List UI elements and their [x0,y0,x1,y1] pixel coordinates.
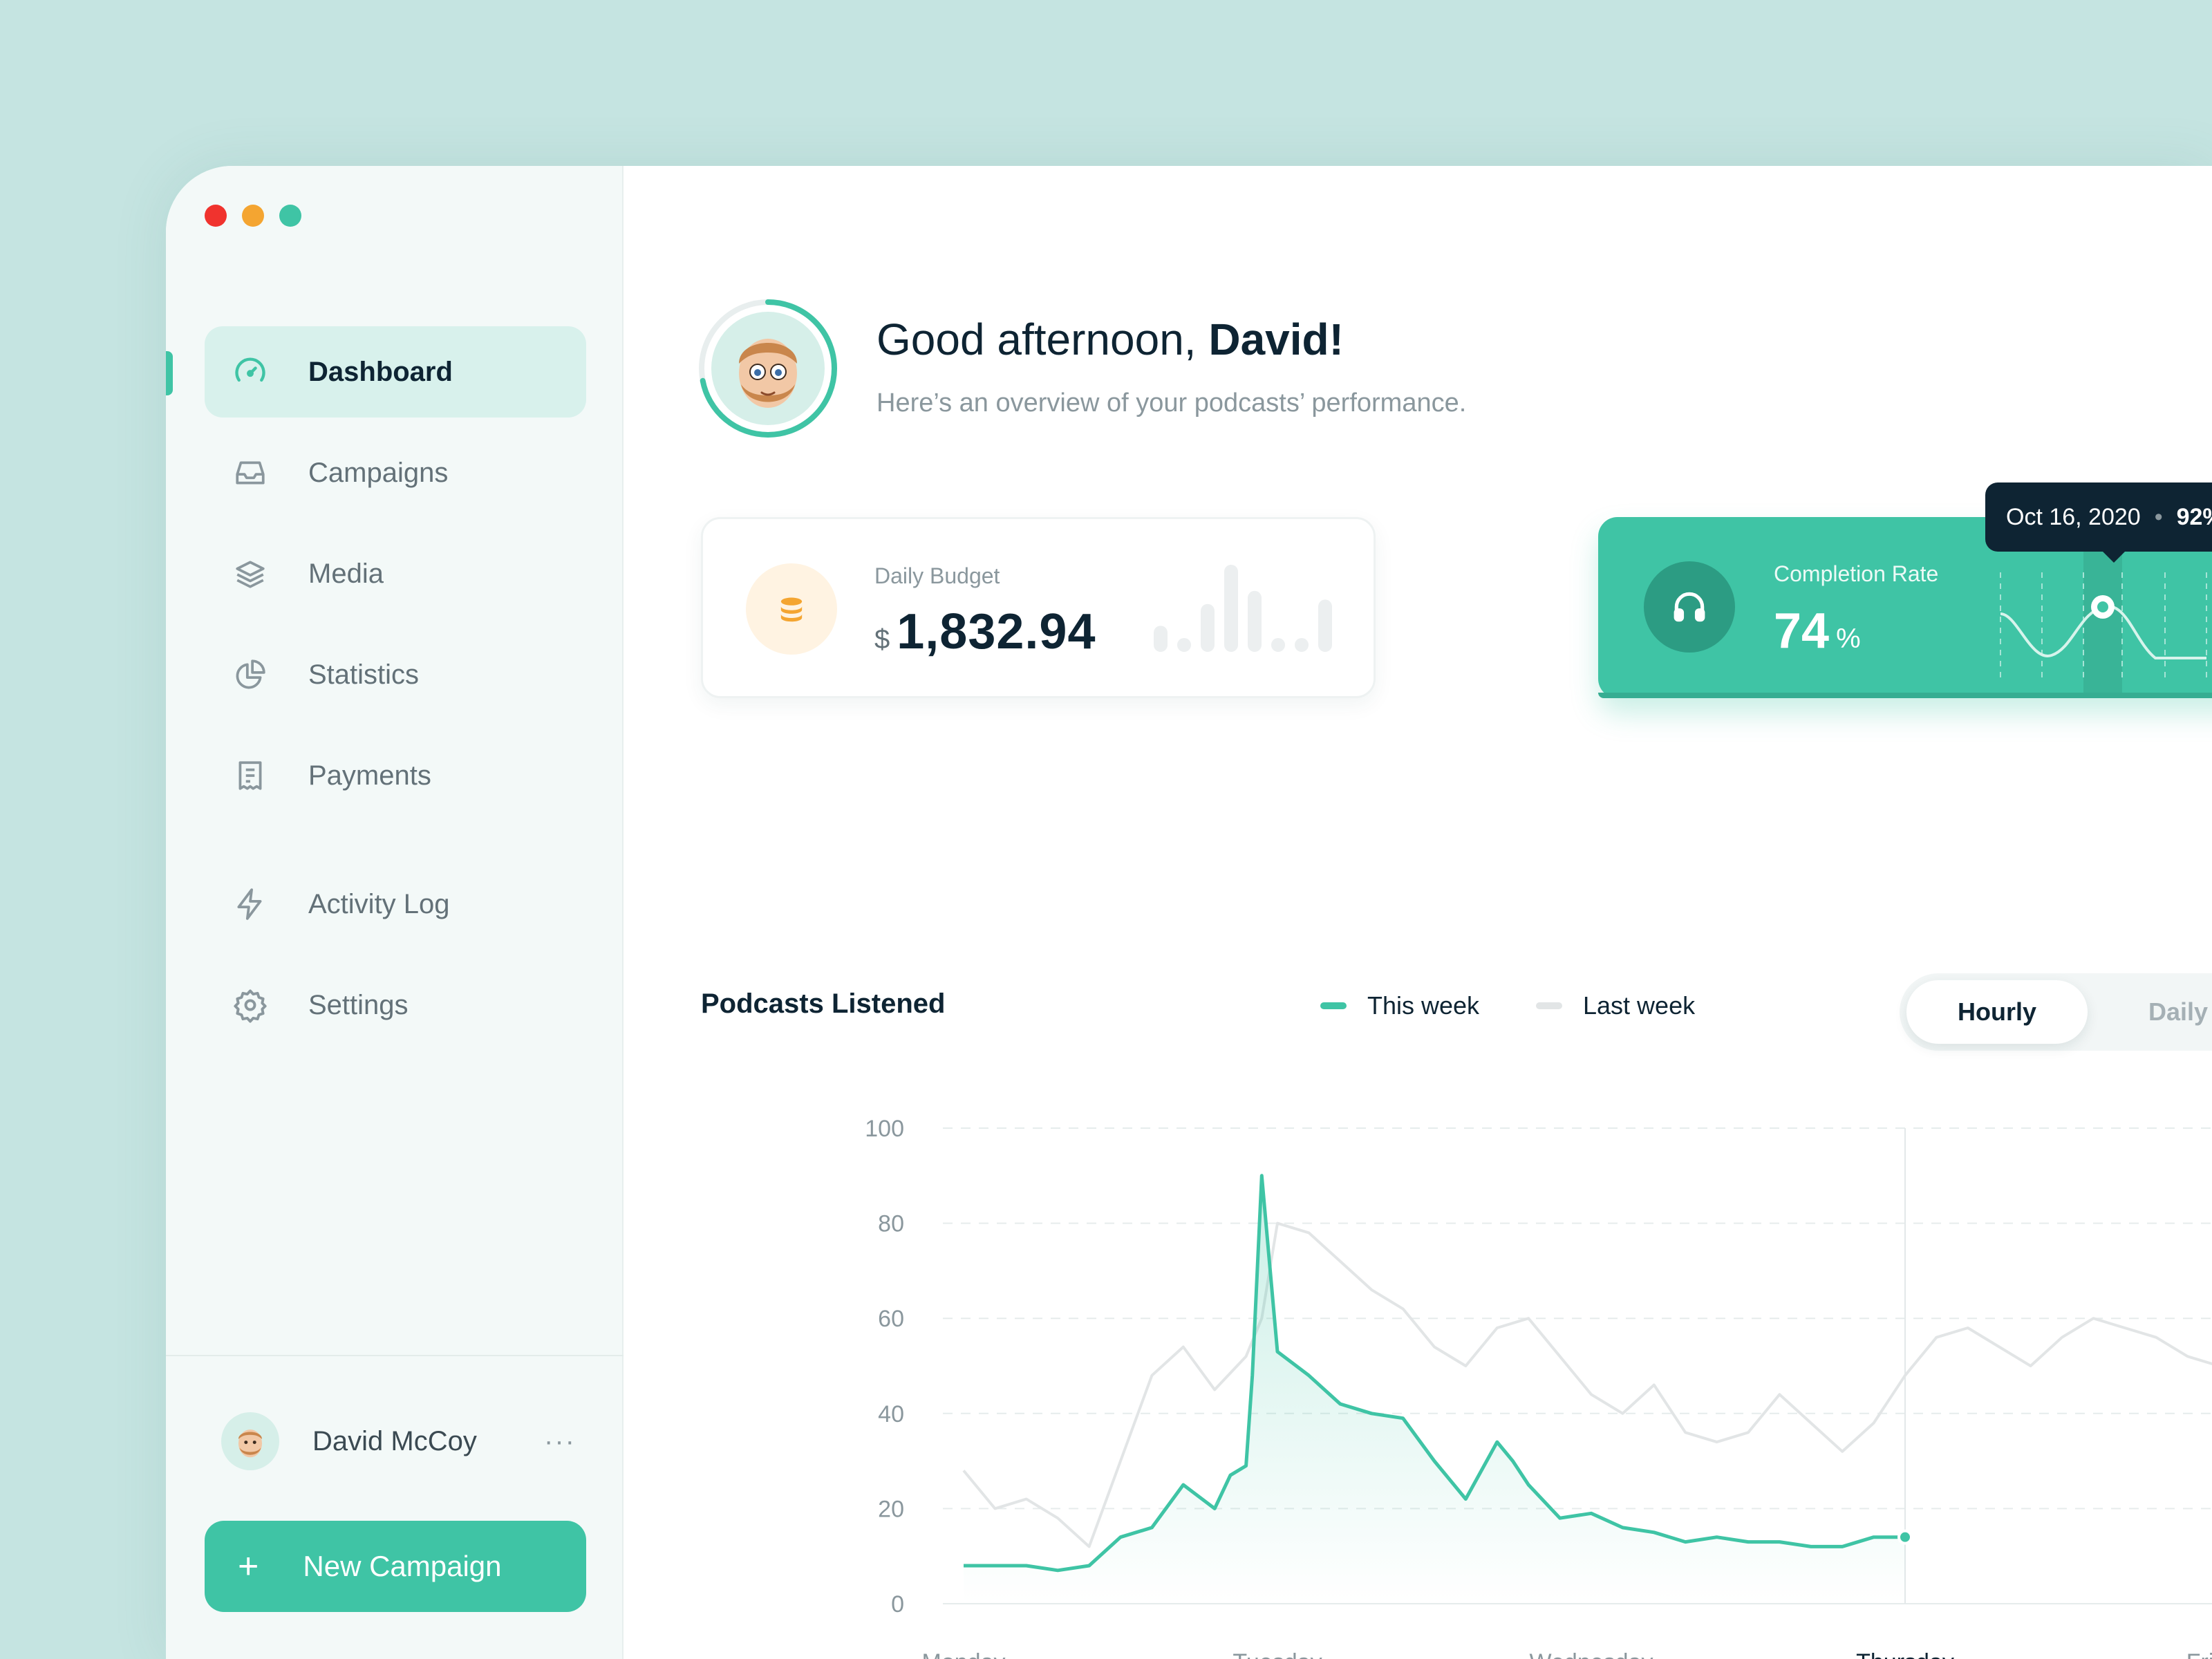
coins-icon [746,563,837,655]
inbox-icon [229,452,271,494]
legend-swatch [1320,1002,1347,1009]
legend-swatch [1536,1002,1562,1009]
sidebar-item-dashboard[interactable]: Dashboard [205,326,586,418]
current-point-marker[interactable] [1897,1529,1913,1545]
gear-icon [229,984,271,1026]
daily-budget-label: Daily Budget [874,563,1000,588]
sidebar-item-media[interactable]: Media [205,528,586,619]
sidebar-item-label: Activity Log [308,888,450,919]
completion-rate-label: Completion Rate [1774,561,1939,586]
close-window-button[interactable] [205,205,227,227]
x-tick-label: Thursday [1856,1649,1954,1659]
series-line-this-week [964,1174,1905,1573]
receipt-icon [229,755,271,796]
sidebar-item-label: Statistics [308,659,420,690]
daily-toggle-button[interactable]: Daily [2148,997,2209,1026]
avatar [739,339,797,408]
zoom-window-button[interactable] [279,205,301,227]
app-window: Dashboard Campaigns Media [166,166,2212,1659]
sidebar-item-label: Media [308,558,384,589]
user-profile[interactable]: David McCoy ··· [221,1410,581,1472]
y-tick-label: 80 [878,1211,904,1237]
page-title: Good afternoon, David! [877,315,1344,364]
sidebar-item-settings[interactable]: Settings [205,959,586,1051]
budget-bar [1224,565,1238,652]
legend-this-week: This week [1320,991,1479,1020]
main-content: Good afternoon, David! Here’s an overvie… [624,166,2212,1659]
avatar [221,1412,279,1470]
podcasts-listened-chart: 0 20 40 60 80 100 Monday Tuesday Wednesday Thursd… [865,1116,2212,1659]
lightning-icon [229,883,271,925]
series-line-last-week [962,1221,2212,1548]
headphones-icon [1644,561,1735,653]
budget-bar [1154,626,1168,652]
window-controls [205,205,301,227]
user-name: David McCoy [312,1425,477,1456]
completion-card-bottom-edge [1598,693,2212,698]
minimize-window-button[interactable] [242,205,264,227]
sidebar: Dashboard Campaigns Media [166,166,624,1659]
x-tick-label: Monday [922,1649,1006,1659]
budget-sparkbars [1154,565,1332,652]
layers-icon [229,553,271,594]
new-campaign-button[interactable]: + New Campaign [205,1521,586,1612]
sidebar-item-payments[interactable]: Payments [205,730,586,821]
sidebar-divider [166,1355,624,1356]
sidebar-item-label: Campaigns [308,457,449,488]
budget-bar [1295,638,1309,652]
sidebar-item-campaigns[interactable]: Campaigns [205,427,586,518]
sidebar-item-statistics[interactable]: Statistics [205,629,586,720]
sidebar-item-activity-log[interactable]: Activity Log [205,859,586,950]
more-options-icon[interactable]: ··· [544,1425,576,1456]
completion-sparkline [2000,545,2207,698]
budget-bar [1201,603,1215,652]
new-campaign-label: New Campaign [303,1550,502,1582]
y-tick-label: 40 [878,1401,904,1427]
series-area-this-week [964,1175,1905,1604]
completion-tooltip: Oct 16, 2020 • 92% [1985,482,2212,563]
budget-bar [1271,638,1285,652]
y-tick-label: 60 [878,1306,904,1332]
x-tick-label: Wednesday [1530,1649,1653,1659]
y-tick-label: 100 [865,1116,904,1142]
daily-budget-card[interactable]: Daily Budget $1,832.94 [701,517,1376,698]
budget-bar [1177,638,1191,652]
active-nav-marker [166,351,173,395]
plus-icon: + [238,1546,259,1586]
budget-bar [1248,590,1262,652]
legend-last-week: Last week [1536,991,1695,1020]
pie-chart-icon [229,654,271,695]
budget-bar [1318,599,1332,652]
sidebar-item-label: Payments [308,760,431,791]
gauge-icon [229,351,271,393]
completion-rate-value: 74% [1774,603,1861,659]
granularity-toggle: Hourly Daily [1900,973,2212,1051]
sidebar-item-label: Dashboard [308,356,453,387]
page-subtitle: Here’s an overview of your podcasts’ per… [877,388,1467,418]
y-tick-label: 0 [891,1591,904,1618]
daily-budget-value: $1,832.94 [874,604,1096,659]
sidebar-item-label: Settings [308,989,409,1020]
user-avatar-progress [699,299,837,438]
x-tick-label: Tuesday [1232,1649,1322,1659]
chart-title: Podcasts Listened [701,988,946,1019]
hourly-toggle-button[interactable]: Hourly [1906,980,2088,1044]
x-tick-label: Friday [2186,1649,2212,1659]
y-tick-label: 20 [878,1496,904,1522]
